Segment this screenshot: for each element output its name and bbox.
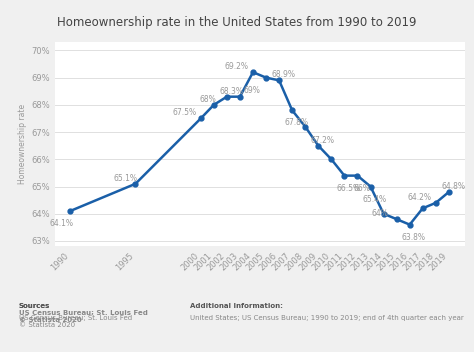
Text: 68.9%: 68.9% (271, 70, 295, 79)
Text: 69%: 69% (244, 86, 261, 95)
Text: 64.1%: 64.1% (50, 219, 74, 228)
Text: 68.3%: 68.3% (219, 87, 243, 96)
Text: 66%: 66% (353, 184, 370, 193)
Text: Sources
US Census Bureau; St. Louis Fed
© Statista 2020: Sources US Census Bureau; St. Louis Fed … (19, 303, 148, 323)
Y-axis label: Homeownership rate: Homeownership rate (18, 104, 27, 184)
Text: Sources: Sources (19, 303, 50, 309)
Text: 68%: 68% (200, 95, 217, 104)
Text: 66.5%: 66.5% (337, 184, 361, 193)
Text: US Census Bureau; St. Louis Fed
© Statista 2020: US Census Bureau; St. Louis Fed © Statis… (19, 315, 132, 328)
Text: 64.2%: 64.2% (407, 193, 431, 202)
Text: 65.1%: 65.1% (114, 174, 138, 183)
Text: 64.8%: 64.8% (441, 182, 465, 191)
Text: United States; US Census Bureau; 1990 to 2019; end of 4th quarter each year: United States; US Census Bureau; 1990 to… (190, 315, 464, 321)
Text: Homeownership rate in the United States from 1990 to 2019: Homeownership rate in the United States … (57, 16, 417, 29)
Text: Additional Information:: Additional Information: (190, 303, 283, 309)
Text: 64%: 64% (372, 209, 388, 218)
Text: 69.2%: 69.2% (224, 62, 248, 71)
Text: 65.4%: 65.4% (363, 195, 387, 203)
Text: 67.5%: 67.5% (172, 108, 196, 118)
Text: 67.2%: 67.2% (310, 136, 335, 145)
Text: 67.8%: 67.8% (284, 118, 308, 127)
Text: 63.8%: 63.8% (402, 233, 426, 241)
